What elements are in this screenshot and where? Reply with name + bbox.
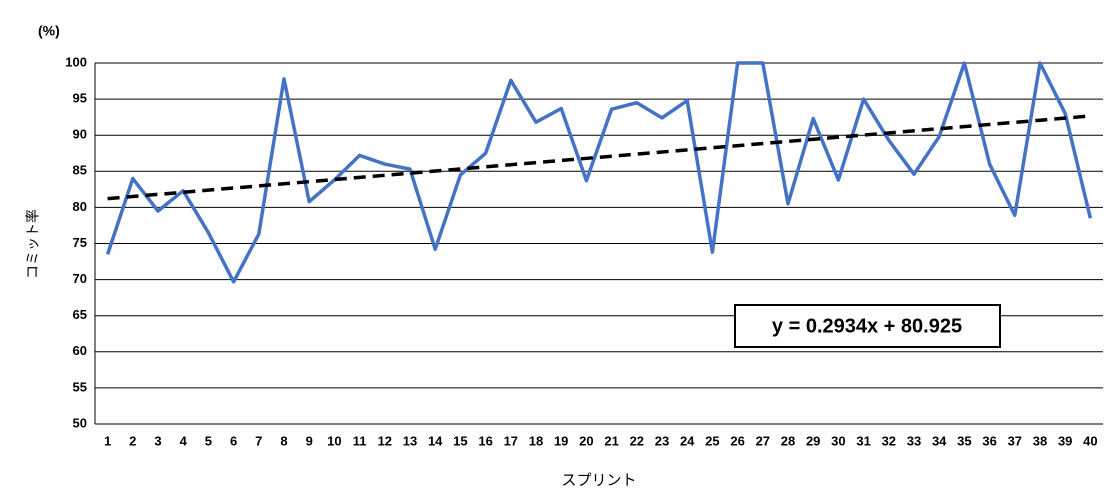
y-tick-label: 50 [73, 415, 87, 430]
y-tick-label: 95 [73, 91, 87, 106]
x-tick-label: 3 [154, 433, 161, 448]
y-tick-label: 70 [73, 271, 87, 286]
x-tick-label: 22 [630, 433, 644, 448]
x-tick-label: 21 [604, 433, 618, 448]
y-tick-label: 55 [73, 379, 87, 394]
x-tick-label: 6 [230, 433, 237, 448]
data-line [105, 61, 1093, 284]
y-axis-label: コミット率 [25, 209, 41, 279]
x-tick-label: 23 [655, 433, 669, 448]
x-tick-label: 36 [982, 433, 996, 448]
x-tick-label: 27 [756, 433, 770, 448]
x-tick-label: 24 [680, 433, 695, 448]
x-tick-label: 8 [280, 433, 287, 448]
x-tick-label: 2 [129, 433, 136, 448]
x-tick-label: 12 [378, 433, 392, 448]
unit-label: (%) [38, 23, 60, 39]
x-tick-label: 28 [781, 433, 795, 448]
y-tick-label: 80 [73, 199, 87, 214]
y-tick-label: 65 [73, 307, 87, 322]
x-tick-label: 35 [957, 433, 971, 448]
x-tick-label: 32 [882, 433, 896, 448]
x-tick-label: 13 [403, 433, 417, 448]
x-tick-label: 15 [453, 433, 467, 448]
x-tick-label: 18 [529, 433, 543, 448]
x-tick-label: 25 [705, 433, 719, 448]
x-tick-label: 38 [1033, 433, 1047, 448]
x-tick-label: 17 [504, 433, 518, 448]
x-tick-label: 26 [730, 433, 744, 448]
equation-label: y = 0.2934x + 80.925 [772, 315, 962, 337]
x-tick-label: 31 [856, 433, 870, 448]
y-tick-label: 100 [65, 54, 87, 69]
x-tick-label: 37 [1008, 433, 1022, 448]
y-tick-label: 60 [73, 343, 87, 358]
x-tick-label: 4 [180, 433, 188, 448]
y-tick-label: 75 [73, 235, 87, 250]
x-tick-label: 34 [932, 433, 947, 448]
x-tick-label: 29 [806, 433, 820, 448]
x-tick-label: 11 [353, 433, 367, 448]
x-axis-label: スプリント [561, 472, 636, 489]
equation-box [734, 304, 1001, 348]
x-tick-label: 16 [478, 433, 492, 448]
x-tick-label: 40 [1083, 433, 1097, 448]
y-tick-label: 90 [73, 127, 87, 142]
trend-line [107, 114, 1091, 201]
x-tick-label: 5 [205, 433, 212, 448]
x-tick-label: 7 [255, 433, 262, 448]
x-tick-label: 20 [579, 433, 593, 448]
x-tick-label: 33 [907, 433, 921, 448]
y-tick-label: 85 [73, 163, 87, 178]
x-tick-label: 1 [104, 433, 111, 448]
x-tick-label: 9 [306, 433, 313, 448]
x-tick-label: 39 [1058, 433, 1072, 448]
x-tick-label: 19 [554, 433, 568, 448]
x-tick-label: 14 [428, 433, 443, 448]
x-tick-label: 30 [831, 433, 845, 448]
x-tick-label: 10 [327, 433, 341, 448]
